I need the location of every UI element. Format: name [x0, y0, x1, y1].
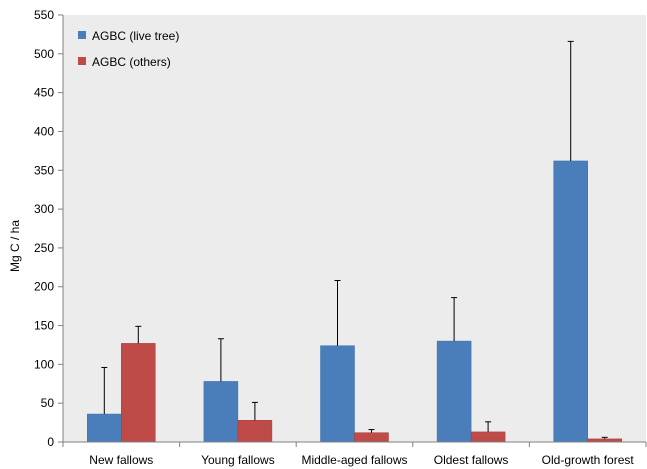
legend-label: AGBC (others): [92, 55, 171, 69]
x-tick-label: Middle-aged fallows: [301, 453, 407, 467]
y-tick-label: 300: [34, 202, 54, 216]
x-tick-label: New fallows: [89, 453, 153, 467]
bar-others: [354, 432, 389, 443]
y-tick-label: 400: [34, 124, 54, 138]
bar-live-tree: [553, 160, 588, 443]
bars: [87, 40, 622, 443]
y-tick-label: 550: [34, 8, 54, 22]
legend: AGBC (live tree) AGBC (others): [78, 29, 179, 69]
y-tick-label: 500: [34, 47, 54, 61]
x-axis-ticks: New fallows Young fallows Middle-aged fall…: [62, 442, 647, 467]
legend-label: AGBC (live tree): [92, 29, 179, 43]
y-tick-label: 0: [47, 435, 54, 449]
bar-live-tree: [87, 413, 122, 443]
x-tick-label: Oldest fallows: [434, 453, 509, 467]
y-axis-ticks: 0 50 100 150 200 250 300 350 400 450 500 550: [34, 8, 63, 449]
bar-others: [121, 343, 156, 443]
y-tick-label: 250: [34, 241, 54, 255]
legend-swatch: [78, 57, 86, 65]
y-tick-label: 350: [34, 163, 54, 177]
bar-live-tree: [320, 345, 355, 443]
y-tick-label: 100: [34, 357, 54, 371]
x-tick-label: Young fallows: [201, 453, 275, 467]
bar-others: [470, 431, 506, 443]
bar-live-tree: [436, 340, 472, 443]
legend-swatch: [78, 31, 86, 39]
bar-live-tree: [203, 381, 239, 443]
y-tick-label: 200: [34, 280, 54, 294]
bar-others: [237, 420, 273, 443]
y-tick-label: 150: [34, 319, 54, 333]
y-tick-label: 50: [41, 396, 55, 410]
x-tick-label: Old-growth forest: [542, 453, 635, 467]
y-tick-label: 450: [34, 86, 54, 100]
y-axis-title: Mg C / ha: [8, 220, 22, 272]
